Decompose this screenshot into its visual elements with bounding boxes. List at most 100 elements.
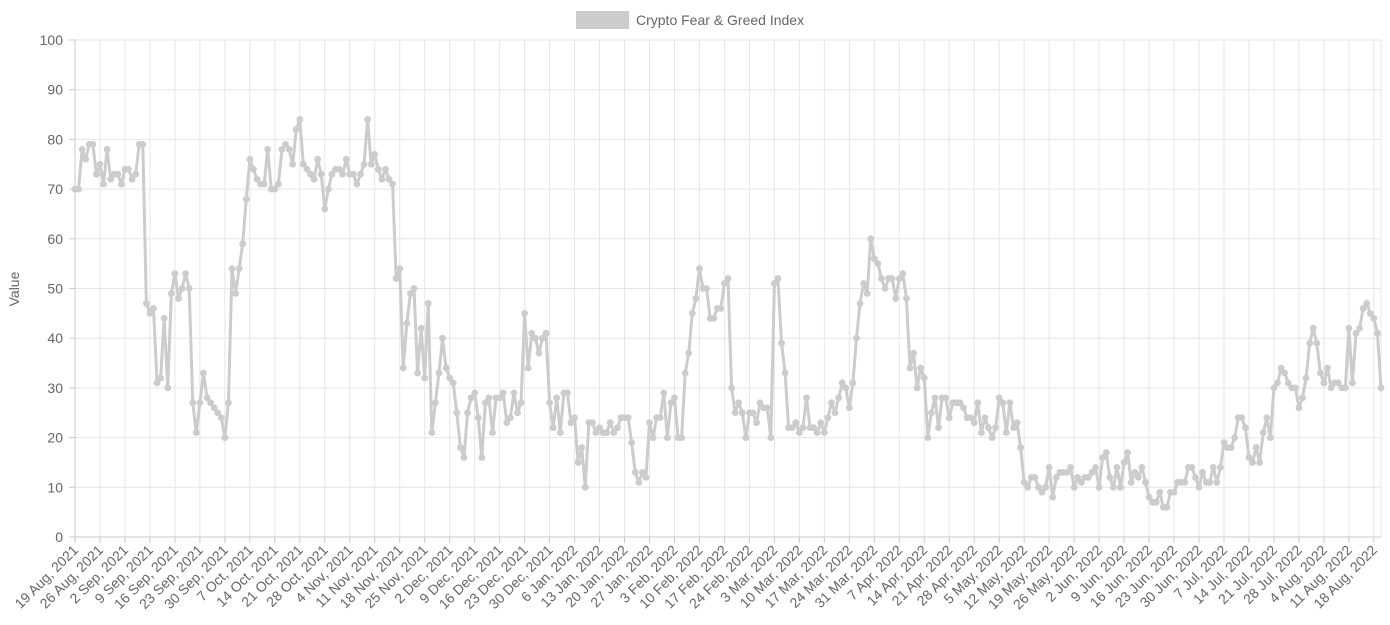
data-point[interactable] — [910, 349, 917, 357]
data-point[interactable] — [271, 185, 279, 193]
data-point[interactable] — [596, 424, 603, 432]
data-point[interactable] — [1010, 424, 1017, 432]
data-point[interactable] — [160, 314, 168, 322]
data-point[interactable] — [1359, 304, 1367, 312]
data-point[interactable] — [1206, 478, 1214, 486]
data-point[interactable] — [367, 160, 375, 168]
data-point[interactable] — [1095, 483, 1103, 491]
data-point[interactable] — [863, 290, 871, 297]
data-point[interactable] — [232, 290, 239, 297]
data-point[interactable] — [178, 285, 186, 292]
data-point[interactable] — [874, 260, 882, 268]
data-point[interactable] — [903, 295, 910, 302]
data-point[interactable] — [1063, 468, 1071, 476]
data-point[interactable] — [1134, 473, 1142, 481]
data-point[interactable] — [310, 175, 318, 183]
data-point[interactable] — [360, 160, 368, 168]
data-point[interactable] — [1366, 309, 1374, 317]
data-point[interactable] — [835, 394, 843, 402]
data-point[interactable] — [564, 389, 571, 397]
data-point[interactable] — [389, 180, 396, 188]
data-point[interactable] — [1102, 449, 1110, 456]
data-point[interactable] — [503, 419, 511, 427]
data-point[interactable] — [278, 145, 286, 153]
data-point[interactable] — [182, 270, 190, 277]
data-point[interactable] — [853, 334, 860, 342]
data-point[interactable] — [688, 309, 696, 317]
data-point[interactable] — [1031, 473, 1039, 481]
data-point[interactable] — [239, 240, 247, 248]
data-point[interactable] — [1017, 444, 1024, 451]
data-point[interactable] — [96, 160, 104, 168]
data-point[interactable] — [1291, 384, 1299, 392]
data-point[interactable] — [945, 414, 953, 422]
data-point[interactable] — [1327, 384, 1335, 392]
data-point[interactable] — [1195, 483, 1203, 491]
data-point[interactable] — [656, 414, 664, 422]
data-point[interactable] — [610, 429, 618, 437]
data-point[interactable] — [1006, 399, 1014, 407]
data-point[interactable] — [696, 265, 703, 273]
data-point[interactable] — [392, 275, 400, 282]
data-point[interactable] — [1334, 379, 1342, 387]
data-point[interactable] — [685, 349, 693, 357]
data-point[interactable] — [867, 235, 875, 243]
data-point[interactable] — [403, 319, 411, 327]
data-point[interactable] — [253, 175, 261, 183]
data-point[interactable] — [499, 389, 507, 397]
data-point[interactable] — [157, 374, 165, 382]
data-point[interactable] — [935, 424, 942, 432]
data-point[interactable] — [128, 175, 136, 183]
data-point[interactable] — [960, 404, 967, 412]
data-point[interactable] — [439, 334, 446, 342]
data-point[interactable] — [464, 409, 471, 417]
data-point[interactable] — [321, 205, 329, 213]
data-point[interactable] — [738, 409, 746, 417]
data-point[interactable] — [992, 424, 1000, 432]
data-point[interactable] — [1013, 419, 1021, 427]
data-point[interactable] — [567, 419, 575, 427]
data-point[interactable] — [606, 419, 614, 427]
data-point[interactable] — [671, 394, 678, 402]
data-point[interactable] — [1256, 459, 1264, 466]
data-point[interactable] — [428, 429, 436, 437]
data-point[interactable] — [117, 180, 125, 188]
data-point[interactable] — [296, 116, 304, 123]
data-point[interactable] — [870, 255, 878, 263]
data-point[interactable] — [132, 170, 140, 178]
data-point[interactable] — [571, 414, 578, 422]
data-point[interactable] — [242, 195, 250, 203]
data-point[interactable] — [895, 275, 903, 282]
data-point[interactable] — [581, 483, 589, 491]
legend-label[interactable]: Crypto Fear & Greed Index — [636, 12, 804, 28]
data-point[interactable] — [1106, 473, 1114, 481]
data-point[interactable] — [196, 399, 204, 407]
data-point[interactable] — [1252, 444, 1260, 451]
data-point[interactable] — [1299, 394, 1306, 402]
data-point[interactable] — [788, 424, 796, 432]
data-point[interactable] — [1127, 478, 1135, 486]
data-point[interactable] — [735, 399, 743, 407]
data-point[interactable] — [1038, 488, 1046, 496]
data-point[interactable] — [556, 429, 564, 437]
data-point[interactable] — [1113, 464, 1121, 471]
data-point[interactable] — [931, 394, 939, 402]
data-point[interactable] — [792, 419, 800, 427]
data-point[interactable] — [728, 384, 735, 392]
data-point[interactable] — [142, 300, 150, 307]
data-point[interactable] — [125, 165, 132, 173]
data-point[interactable] — [660, 389, 668, 397]
data-point[interactable] — [1259, 429, 1267, 437]
data-point[interactable] — [353, 180, 361, 188]
data-point[interactable] — [646, 419, 653, 427]
data-point[interactable] — [399, 364, 407, 372]
data-point[interactable] — [956, 399, 964, 407]
data-point[interactable] — [638, 468, 646, 476]
data-point[interactable] — [692, 295, 700, 302]
data-point[interactable] — [810, 424, 818, 432]
data-point[interactable] — [1277, 364, 1285, 372]
data-point[interactable] — [1320, 379, 1328, 387]
data-point[interactable] — [210, 404, 218, 412]
data-point[interactable] — [624, 414, 632, 422]
data-point[interactable] — [820, 429, 828, 437]
